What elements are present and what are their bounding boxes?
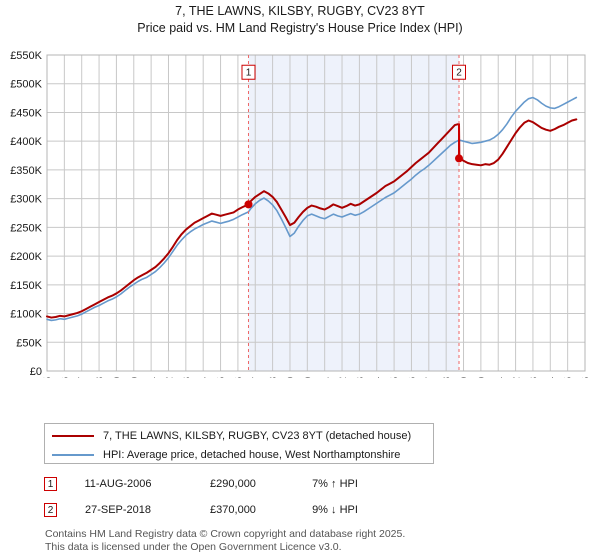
x-axis-tick-label: 2017 bbox=[424, 377, 436, 378]
y-axis-tick-label: £150K bbox=[10, 280, 42, 292]
x-axis-tick-label: 2023 bbox=[528, 377, 540, 378]
x-axis-tick-label: 2026 bbox=[580, 377, 592, 378]
chart-legend: 7, THE LAWNS, KILSBY, RUGBY, CV23 8YT (d… bbox=[44, 423, 434, 464]
legend-color-swatch-price-paid bbox=[52, 434, 94, 437]
y-axis-tick-label: £550K bbox=[10, 50, 42, 62]
y-axis-tick-label: £100K bbox=[10, 309, 42, 321]
footer-line-copyright: Contains HM Land Registry data © Crown c… bbox=[45, 528, 406, 540]
x-axis-tick-label: 2010 bbox=[302, 377, 314, 378]
page-subtitle: Price paid vs. HM Land Registry's House … bbox=[137, 21, 463, 35]
x-axis-tick-label: 2003 bbox=[181, 377, 193, 378]
y-axis-tick-label: £450K bbox=[10, 107, 42, 119]
x-axis-tick-label: 2004 bbox=[198, 377, 210, 378]
y-axis-tick-label: £300K bbox=[10, 194, 42, 206]
legend-color-swatch-hpi bbox=[52, 453, 94, 456]
legend-label-price-paid: 7, THE LAWNS, KILSBY, RUGBY, CV23 8YT (d… bbox=[103, 429, 412, 442]
x-axis-tick-label: 2013 bbox=[354, 377, 366, 378]
x-axis-tick-label: 2021 bbox=[493, 377, 505, 378]
event-point-2[interactable] bbox=[455, 154, 464, 163]
x-axis-tick-label: 2025 bbox=[563, 377, 575, 378]
series-line-hpi bbox=[46, 96, 578, 322]
y-axis-tick-label: £0 bbox=[30, 366, 42, 378]
legend-label-hpi: HPI: Average price, detached house, West… bbox=[103, 448, 401, 461]
event-date-2: 27-SEP-2018 bbox=[84, 504, 152, 516]
event-price-1: £290,000 bbox=[210, 478, 256, 490]
event-badge-2: 2 bbox=[44, 503, 57, 517]
event-marker-box-2[interactable] bbox=[452, 64, 467, 80]
event-date-1: 11-AUG-2006 bbox=[84, 478, 152, 490]
y-axis-tick-label: £350K bbox=[10, 165, 42, 177]
footer-line-licence: This data is licensed under the Open Gov… bbox=[45, 541, 342, 553]
x-axis-tick-label: 2012 bbox=[337, 377, 349, 378]
event-hpi-delta-2: 9% ↓ HPI bbox=[312, 504, 358, 516]
y-axis-tick-label: £250K bbox=[10, 222, 42, 234]
x-axis-tick-label: 2005 bbox=[216, 377, 228, 378]
table-row: 2 27-SEP-2018 £370,000 9% ↓ HPI bbox=[44, 497, 464, 523]
x-axis-tick-label: 2011 bbox=[320, 377, 332, 378]
x-axis-tick-label: 2014 bbox=[372, 377, 384, 378]
event-marker-label-1: 1 bbox=[246, 68, 252, 79]
x-axis-tick-label: 1999 bbox=[111, 377, 123, 378]
x-axis-tick-label: 2002 bbox=[163, 377, 175, 378]
event-price-2: £370,000 bbox=[210, 504, 256, 516]
sale-events-table: 1 11-AUG-2006 £290,000 7% ↑ HPI 2 27-SEP… bbox=[44, 471, 464, 523]
x-axis-tick-label: 2008 bbox=[268, 377, 280, 378]
event-badge-1: 1 bbox=[44, 477, 57, 491]
x-axis-tick-label: 2018 bbox=[441, 377, 453, 378]
event-marker-box-1[interactable] bbox=[241, 64, 256, 80]
y-axis-tick-label: £50K bbox=[16, 337, 42, 349]
event-marker-label-2: 2 bbox=[456, 68, 462, 79]
x-axis-tick-label: 1995 bbox=[42, 377, 54, 378]
x-axis-tick-label: 2001 bbox=[146, 377, 158, 378]
footer-attribution: Contains HM Land Registry data © Crown c… bbox=[45, 528, 585, 554]
line-chart-svg: £0 £50K £100K £150K £200K £250K £300K £350K £400… bbox=[10, 50, 592, 378]
x-axis-tick-label: 1996 bbox=[59, 377, 71, 378]
x-axis-tick-label: 2015 bbox=[389, 377, 401, 378]
page-title: 7, THE LAWNS, KILSBY, RUGBY, CV23 8YT bbox=[175, 4, 425, 18]
legend-item-price-paid: 7, THE LAWNS, KILSBY, RUGBY, CV23 8YT (d… bbox=[45, 426, 433, 445]
x-axis-tick-label: 2009 bbox=[285, 377, 297, 378]
chart-plot-area: £0 £50K £100K £150K £200K £250K £300K £350K £400… bbox=[0, 38, 600, 378]
chart-title-block: 7, THE LAWNS, KILSBY, RUGBY, CV23 8YT Pr… bbox=[0, 3, 600, 37]
x-axis-tick-label: 2007 bbox=[250, 377, 262, 378]
plot-border bbox=[46, 54, 586, 372]
ownership-period-band bbox=[248, 55, 460, 371]
x-axis-tick-label: 1997 bbox=[77, 377, 89, 378]
x-axis-tick-label: 2024 bbox=[545, 377, 557, 378]
x-axis-tick-label: 2022 bbox=[511, 377, 523, 378]
x-axis-tick-label: 2016 bbox=[406, 377, 418, 378]
x-axis-tick-label: 2020 bbox=[476, 377, 488, 378]
y-axis-tick-label: £400K bbox=[10, 136, 42, 148]
y-axis-tick-label: £500K bbox=[10, 79, 42, 91]
x-axis-tick-label: 1998 bbox=[94, 377, 106, 378]
table-row: 1 11-AUG-2006 £290,000 7% ↑ HPI bbox=[44, 471, 464, 497]
event-point-1[interactable] bbox=[244, 200, 253, 209]
x-axis-tick-label: 2006 bbox=[233, 377, 245, 378]
series-line-price-paid bbox=[46, 118, 578, 319]
event-hpi-delta-1: 7% ↑ HPI bbox=[312, 478, 358, 490]
x-axis-tick-label: 2019 bbox=[459, 377, 471, 378]
x-axis-tick-label: 2000 bbox=[129, 377, 141, 378]
y-axis-tick-label: £200K bbox=[10, 251, 42, 263]
legend-item-hpi: HPI: Average price, detached house, West… bbox=[45, 445, 433, 464]
